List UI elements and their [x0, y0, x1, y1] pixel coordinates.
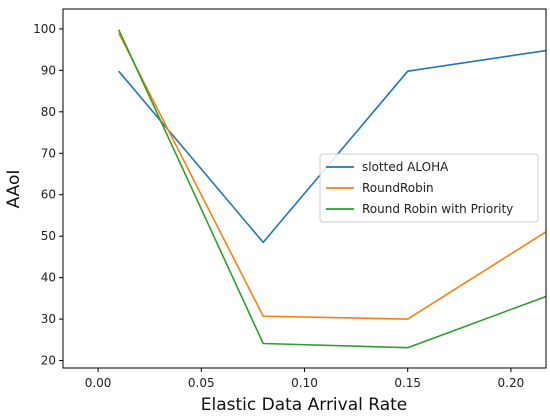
y-tick-label: 60	[41, 188, 56, 202]
x-tick-label: 0.05	[188, 376, 215, 390]
y-tick-label: 50	[41, 229, 56, 243]
y-tick-label: 90	[41, 63, 56, 77]
legend-label: Round Robin with Priority	[362, 202, 513, 216]
series-line-3	[117, 29, 546, 349]
x-tick-label: 0.15	[394, 376, 421, 390]
legend-label: RoundRobin	[362, 181, 434, 195]
series-line-2	[117, 32, 546, 320]
y-tick-label: 40	[41, 271, 56, 285]
x-axis: 0.00 0.05 0.10 0.15 0.20	[85, 368, 525, 390]
x-tick-label: 0.10	[291, 376, 318, 390]
legend-label: slotted ALOHA	[362, 160, 449, 174]
y-tick-label: 20	[41, 354, 56, 368]
y-tick-label: 30	[41, 312, 56, 326]
legend-box	[319, 153, 539, 223]
y-axis-label: AAoI	[4, 170, 24, 209]
y-tick-label: 100	[33, 22, 56, 36]
legend: slotted ALOHA RoundRobin Round Robin with …	[319, 153, 539, 223]
x-axis-label: Elastic Data Arrival Rate	[201, 395, 408, 415]
y-axis: 20 30 40 50 60 70 80 90 100	[33, 22, 63, 368]
x-tick-label: 0.20	[498, 376, 525, 390]
x-tick-label: 0.00	[85, 376, 112, 390]
y-tick-label: 80	[41, 105, 56, 119]
y-tick-label: 70	[41, 146, 56, 160]
